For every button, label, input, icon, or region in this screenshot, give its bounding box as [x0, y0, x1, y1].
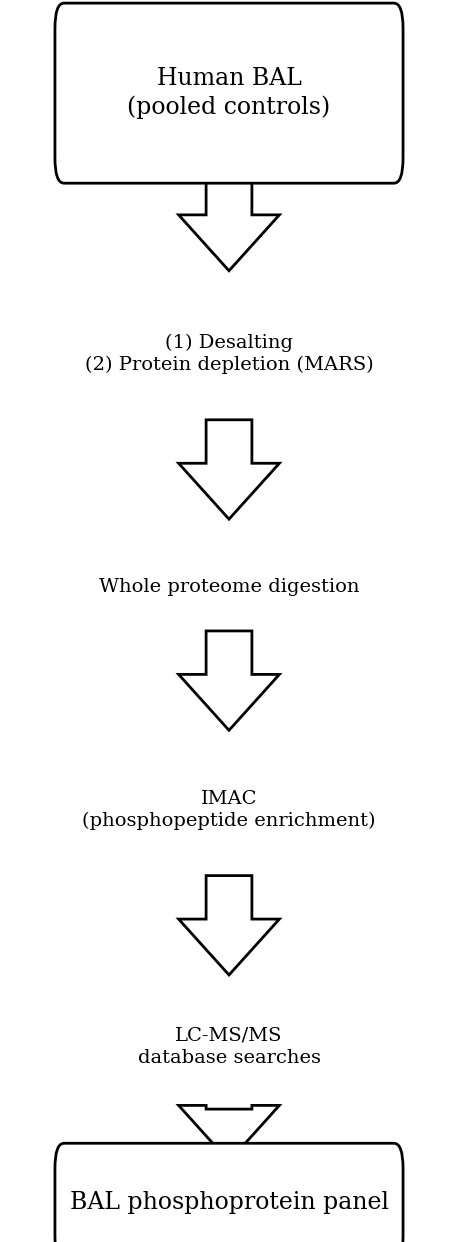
Text: IMAC
(phosphopeptide enrichment): IMAC (phosphopeptide enrichment) — [82, 790, 376, 830]
Text: LC-MS/MS
database searches: LC-MS/MS database searches — [137, 1027, 321, 1067]
Polygon shape — [179, 876, 279, 975]
Text: Whole proteome digestion: Whole proteome digestion — [99, 579, 359, 596]
Polygon shape — [179, 1105, 279, 1161]
Polygon shape — [179, 420, 279, 519]
Polygon shape — [179, 171, 279, 271]
FancyBboxPatch shape — [55, 1143, 403, 1242]
Polygon shape — [179, 631, 279, 730]
FancyBboxPatch shape — [55, 4, 403, 183]
Text: Human BAL
(pooled controls): Human BAL (pooled controls) — [127, 67, 331, 119]
Text: (1) Desalting
(2) Protein depletion (MARS): (1) Desalting (2) Protein depletion (MAR… — [85, 334, 373, 374]
Text: BAL phosphoprotein panel: BAL phosphoprotein panel — [70, 1191, 388, 1213]
